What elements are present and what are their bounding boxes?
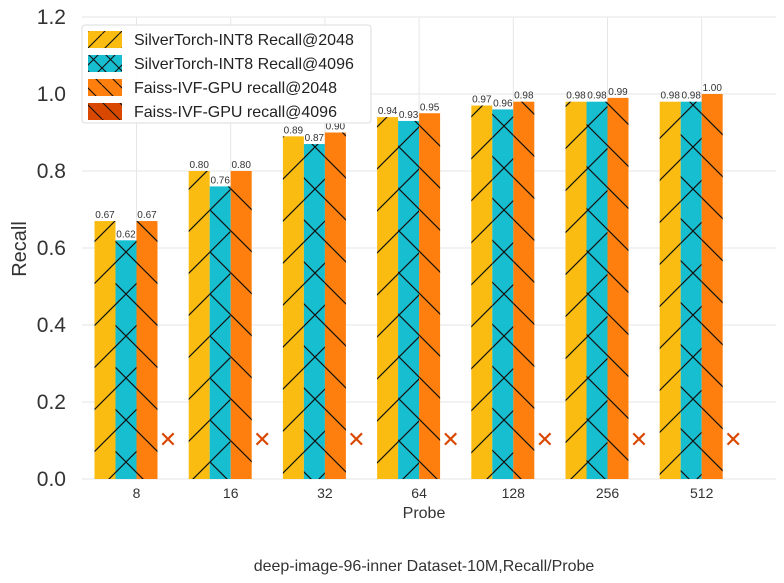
bar-value-label: 0.98 xyxy=(660,91,680,102)
x-tick-label: 512 xyxy=(690,485,714,501)
bar-hatch xyxy=(230,171,252,479)
bar-value-label: 0.98 xyxy=(587,91,607,102)
legend-swatch-hatch xyxy=(88,103,122,120)
bar-value-label: 0.89 xyxy=(284,125,304,136)
y-tick-label: 0.4 xyxy=(37,314,67,337)
bar-hatch xyxy=(209,186,231,479)
x-tick-label: 64 xyxy=(411,485,427,501)
legend-box xyxy=(81,24,372,124)
bar-value-label: 0.93 xyxy=(399,110,419,121)
bar-hatch xyxy=(377,117,399,479)
x-axis-ticks: 8 16 32 64 128 256 512 xyxy=(133,485,714,501)
bar-hatch xyxy=(586,101,608,479)
x-axis-label: Probe xyxy=(403,505,446,522)
bar-value-label: 0.98 xyxy=(566,91,586,102)
x-tick-label: 8 xyxy=(133,485,141,501)
bar-value-label: 0.90 xyxy=(326,122,346,133)
data-labels: 0.670.800.890.940.97 0.98 0.980.620.760.87… xyxy=(95,83,722,240)
y-axis-ticks: 0.0 0.2 0.4 0.6 0.8 1.0 1.2 xyxy=(37,6,67,491)
y-tick-label: 0.6 xyxy=(37,237,66,260)
y-tick-label: 0.2 xyxy=(37,391,66,414)
y-tick-label: 0.0 xyxy=(37,468,66,491)
bar-hatch xyxy=(282,136,304,479)
bar-value-label: 0.96 xyxy=(493,98,513,109)
missing-bar-marker: ✕ xyxy=(253,428,271,453)
bars xyxy=(94,94,723,480)
bar-value-label: 0.99 xyxy=(608,87,628,98)
x-tick-label: 256 xyxy=(596,485,620,501)
bar-hatch xyxy=(303,144,325,480)
x-tick-label: 16 xyxy=(223,485,239,501)
bar-hatch xyxy=(324,132,346,479)
bar-value-label: 1.00 xyxy=(702,83,722,94)
x-tick-label: 128 xyxy=(502,485,526,501)
bar-value-label: 0.67 xyxy=(137,210,157,221)
legend-swatch-hatch xyxy=(88,31,122,48)
bar-hatch xyxy=(565,101,587,479)
y-tick-label: 1.2 xyxy=(37,6,66,29)
bar-value-label: 0.97 xyxy=(472,95,492,106)
y-tick-label: 1.0 xyxy=(37,83,66,106)
bar-value-label: 0.76 xyxy=(210,175,230,186)
legend-entry: Faiss-IVF-GPU recall@2048 xyxy=(134,80,337,97)
bar-hatch xyxy=(136,221,158,480)
missing-bar-marker: ✕ xyxy=(536,428,554,453)
bar-value-label: 0.98 xyxy=(681,91,701,102)
legend-entry: SilverTorch-INT8 Recall@4096 xyxy=(134,56,354,73)
bar-value-label: 0.67 xyxy=(95,210,115,221)
bar-hatch xyxy=(607,97,629,479)
bar-hatch xyxy=(492,109,514,480)
bar-hatch xyxy=(188,171,210,479)
legend-entry: SilverTorch-INT8 Recall@2048 xyxy=(134,32,354,49)
y-tick-label: 0.8 xyxy=(37,160,66,183)
legend: SilverTorch-INT8 Recall@2048 SilverTorch-… xyxy=(81,24,372,124)
missing-bar-marker: ✕ xyxy=(159,428,177,453)
x-tick-label: 32 xyxy=(317,485,333,501)
bar-value-label: 0.62 xyxy=(116,229,136,240)
bar-hatch xyxy=(398,120,420,479)
legend-entry: Faiss-IVF-GPU recall@4096 xyxy=(134,104,337,121)
y-axis-label: Recall xyxy=(9,221,31,277)
bar-hatch xyxy=(471,105,493,480)
missing-bar-marker: ✕ xyxy=(724,428,742,453)
bar-hatch xyxy=(513,101,535,479)
missing-bar-marker: ✕ xyxy=(630,428,648,453)
missing-bar-marker: ✕ xyxy=(347,428,365,453)
bar-value-label: 0.87 xyxy=(305,133,325,144)
bar-hatch xyxy=(680,101,702,479)
bar-hatch xyxy=(701,94,723,479)
bar-hatch xyxy=(115,240,137,479)
bar-value-label: 0.98 xyxy=(514,91,534,102)
bar-value-label: 0.80 xyxy=(189,160,209,171)
chart-caption: deep-image-96-inner Dataset-10M,Recall/P… xyxy=(254,558,595,575)
missing-markers: ✕ ✕ ✕ ✕ ✕ ✕ ✕ xyxy=(159,428,743,453)
bar-value-label: 0.95 xyxy=(420,102,440,113)
bar-hatch xyxy=(659,101,681,479)
legend-swatch-hatch xyxy=(88,79,122,96)
bar-hatch xyxy=(94,221,116,480)
missing-bar-marker: ✕ xyxy=(441,428,459,453)
bar-hatch xyxy=(419,113,441,479)
bar-value-label: 0.94 xyxy=(378,106,398,117)
bar-value-label: 0.80 xyxy=(231,160,251,171)
legend-swatch-hatch xyxy=(88,55,122,72)
